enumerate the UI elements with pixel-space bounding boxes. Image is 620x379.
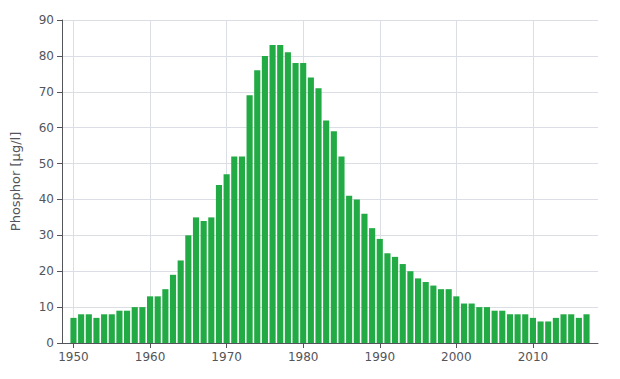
svg-text:20: 20 [39, 264, 54, 278]
svg-text:60: 60 [39, 121, 54, 135]
svg-text:Phosphor [µg/l]: Phosphor [µg/l] [8, 132, 23, 231]
svg-text:30: 30 [39, 228, 54, 242]
svg-text:1990: 1990 [364, 350, 395, 364]
svg-text:1950: 1950 [58, 350, 89, 364]
svg-text:80: 80 [39, 49, 54, 63]
svg-text:1960: 1960 [135, 350, 166, 364]
svg-text:10: 10 [39, 300, 54, 314]
svg-text:1980: 1980 [288, 350, 319, 364]
svg-text:0: 0 [46, 336, 54, 350]
svg-text:2000: 2000 [441, 350, 472, 364]
svg-text:2010: 2010 [518, 350, 549, 364]
svg-text:50: 50 [39, 157, 54, 171]
svg-text:40: 40 [39, 192, 54, 206]
svg-text:70: 70 [39, 85, 54, 99]
svg-text:1970: 1970 [211, 350, 242, 364]
svg-text:90: 90 [39, 13, 54, 27]
